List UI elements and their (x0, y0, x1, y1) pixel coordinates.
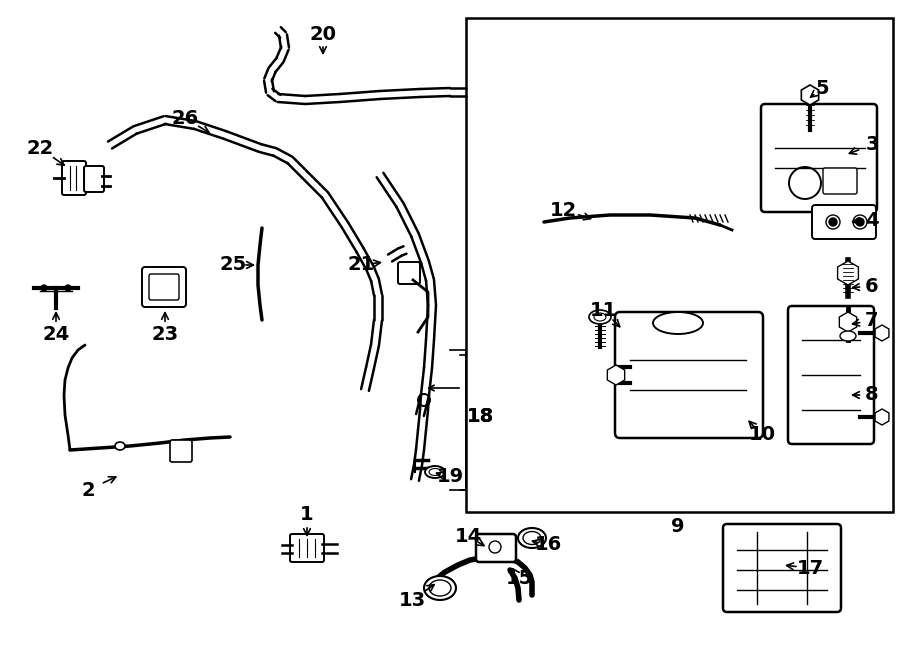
Text: 9: 9 (671, 518, 685, 537)
Ellipse shape (115, 442, 125, 450)
Ellipse shape (425, 466, 445, 478)
Text: 1: 1 (301, 506, 314, 524)
FancyBboxPatch shape (62, 161, 86, 195)
Circle shape (856, 218, 864, 226)
Text: 25: 25 (220, 256, 247, 274)
FancyBboxPatch shape (398, 262, 420, 284)
Text: 19: 19 (436, 467, 464, 486)
FancyBboxPatch shape (812, 205, 876, 239)
FancyBboxPatch shape (170, 440, 192, 462)
Text: 11: 11 (590, 301, 616, 319)
Text: 15: 15 (506, 568, 533, 588)
Text: 20: 20 (310, 26, 337, 44)
FancyBboxPatch shape (723, 524, 841, 612)
Ellipse shape (424, 576, 456, 600)
Text: 23: 23 (151, 325, 178, 344)
FancyBboxPatch shape (823, 168, 857, 194)
FancyBboxPatch shape (149, 274, 179, 300)
Text: 17: 17 (796, 559, 824, 578)
FancyBboxPatch shape (476, 534, 516, 562)
Ellipse shape (653, 312, 703, 334)
FancyBboxPatch shape (142, 267, 186, 307)
FancyBboxPatch shape (290, 534, 324, 562)
Bar (466, 18, 893, 512)
Text: 16: 16 (535, 535, 562, 555)
Circle shape (41, 285, 47, 291)
Text: 2: 2 (81, 481, 94, 500)
Text: 12: 12 (549, 200, 577, 219)
FancyBboxPatch shape (615, 312, 763, 438)
Ellipse shape (523, 531, 541, 545)
Text: 13: 13 (399, 590, 426, 609)
Text: 7: 7 (865, 311, 878, 329)
Text: 3: 3 (865, 136, 878, 155)
Text: 18: 18 (466, 407, 493, 426)
Text: 6: 6 (865, 276, 878, 295)
Ellipse shape (518, 528, 546, 548)
Ellipse shape (589, 310, 611, 324)
Ellipse shape (594, 313, 606, 321)
FancyBboxPatch shape (788, 306, 874, 444)
Text: 24: 24 (42, 325, 69, 344)
Text: 21: 21 (347, 256, 374, 274)
Text: 10: 10 (749, 426, 776, 444)
Circle shape (829, 218, 837, 226)
Text: 8: 8 (865, 385, 878, 405)
Text: 18: 18 (466, 407, 493, 426)
Circle shape (65, 285, 71, 291)
Ellipse shape (840, 331, 856, 341)
Ellipse shape (429, 469, 441, 475)
Text: 26: 26 (171, 108, 199, 128)
Text: 22: 22 (26, 139, 54, 157)
FancyBboxPatch shape (761, 104, 877, 212)
FancyBboxPatch shape (84, 166, 104, 192)
Text: 4: 4 (865, 210, 878, 229)
Ellipse shape (429, 580, 451, 596)
Text: 14: 14 (454, 527, 482, 545)
Text: 5: 5 (815, 79, 829, 98)
